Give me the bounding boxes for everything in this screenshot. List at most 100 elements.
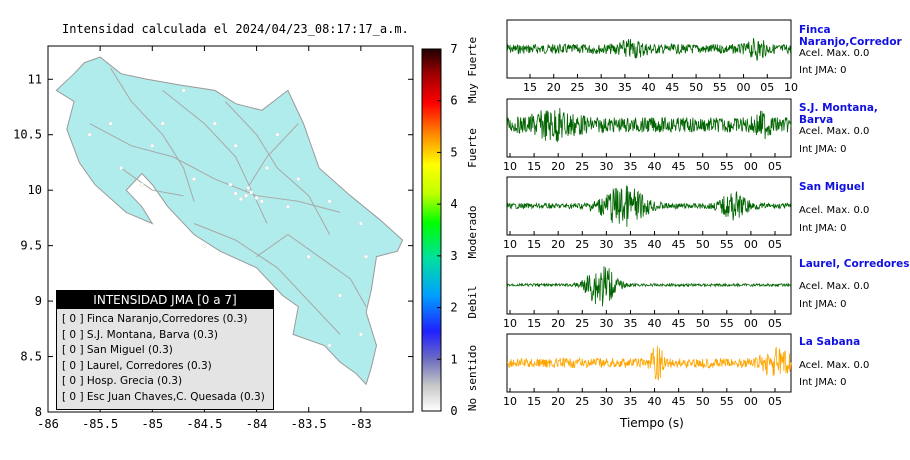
colorbar-tick-label: 3 xyxy=(450,249,457,263)
station-acel: Acel. Max. 0.0 xyxy=(799,205,870,216)
time-tick-label: 30 xyxy=(599,238,613,251)
map-boundary-line xyxy=(256,233,367,307)
lon-tick-label: -83 xyxy=(350,417,372,431)
colorbar-tick-label: 1 xyxy=(450,352,457,366)
station-marker xyxy=(191,177,196,182)
map-boundary-line xyxy=(120,167,184,197)
time-tick-label: 05 xyxy=(768,238,782,251)
station-name: La Sabana xyxy=(799,336,861,348)
seismogram-trace xyxy=(506,107,792,143)
colorbar-bar xyxy=(421,48,442,412)
legend-list: [ 0 ] Finca Naranjo,Corredores (0.3) [ 0… xyxy=(62,312,273,405)
station-marker xyxy=(327,199,332,204)
time-tick-label: 35 xyxy=(618,81,632,94)
time-axis-label: Tiempo (s) xyxy=(620,416,684,430)
time-tick-label: 55 xyxy=(720,395,734,408)
colorbar-label: Muy Fuerte xyxy=(466,37,479,103)
time-tick-label: 45 xyxy=(672,238,686,251)
station-marker xyxy=(285,204,290,209)
time-tick-label: 25 xyxy=(575,160,589,173)
station-marker xyxy=(275,132,280,137)
colorbar-tick-label: 0 xyxy=(450,404,457,418)
time-tick-label: 35 xyxy=(623,238,637,251)
legend-item: [ 0 ] Esc Juan Chaves,C. Quesada (0.3) xyxy=(62,390,265,403)
station-marker xyxy=(160,121,165,126)
station-marker xyxy=(244,193,249,198)
station-marker xyxy=(202,243,207,248)
intensity-legend: INTENSIDAD JMA [0 a 7] [ 0 ] Finca Naran… xyxy=(56,290,274,410)
station-marker xyxy=(296,177,301,182)
seismogram-trace xyxy=(506,185,792,227)
time-tick-label: 30 xyxy=(599,160,613,173)
station-name: Laurel, Corredores xyxy=(799,258,910,270)
time-tick-label: 50 xyxy=(696,317,710,330)
time-tick-label: 50 xyxy=(696,160,710,173)
seismogram-frame xyxy=(506,255,792,315)
map-boundary-line xyxy=(245,123,299,191)
station-name: S.J. Montana, Barva xyxy=(799,102,878,126)
time-tick-label: 30 xyxy=(599,395,613,408)
legend-item: [ 0 ] Laurel, Corredores (0.3) xyxy=(62,359,212,372)
time-tick-label: 45 xyxy=(672,317,686,330)
seismogram-trace xyxy=(506,345,792,381)
station-marker xyxy=(118,165,123,170)
time-tick-label: 05 xyxy=(768,317,782,330)
lon-tick-label: -83.5 xyxy=(291,417,327,431)
station-marker xyxy=(87,132,92,137)
station-marker xyxy=(150,143,155,148)
time-tick-label: 35 xyxy=(623,160,637,173)
time-tick-label: 50 xyxy=(696,238,710,251)
legend-item: [ 0 ] Hosp. Grecia (0.3) xyxy=(62,375,183,387)
station-acel: Acel. Max. 0.0 xyxy=(799,48,870,59)
colorbar-label: Debil xyxy=(466,285,479,318)
station-marker xyxy=(358,332,363,337)
station-marker xyxy=(327,343,332,348)
time-tick-label: 25 xyxy=(575,317,589,330)
time-tick-label: 55 xyxy=(720,160,734,173)
colorbar-tick-label: 5 xyxy=(450,145,457,159)
lon-tick-label: -85 xyxy=(141,417,163,431)
station-marker xyxy=(249,190,254,195)
lat-tick-label: 8.5 xyxy=(20,350,42,364)
station-marker xyxy=(246,185,251,190)
time-tick-label: 35 xyxy=(623,395,637,408)
colorbar-tick-label: 6 xyxy=(450,94,457,108)
time-tick-label: 25 xyxy=(570,81,584,94)
time-tick-label: 55 xyxy=(720,317,734,330)
station-marker xyxy=(306,254,311,259)
legend-item: [ 0 ] S.J. Montana, Barva (0.3) xyxy=(62,328,218,341)
lat-tick-label: 9 xyxy=(35,294,42,308)
time-tick-label: 05 xyxy=(768,160,782,173)
legend-item: [ 0 ] San Miguel (0.3) xyxy=(62,344,173,356)
station-marker xyxy=(238,197,243,202)
map-boundary-line xyxy=(89,123,341,213)
station-marker xyxy=(338,293,343,298)
lat-tick-label: 10.5 xyxy=(13,128,42,142)
map-boundary-line xyxy=(193,223,341,335)
time-tick-label: 15 xyxy=(527,317,541,330)
station-marker xyxy=(233,143,238,148)
map-title: Intensidad calculada el 2024/04/23_08:17… xyxy=(62,22,409,36)
time-tick-label: 45 xyxy=(665,81,679,94)
time-tick-label: 45 xyxy=(672,395,686,408)
time-tick-label: 00 xyxy=(744,317,758,330)
map-boundary-line xyxy=(224,101,331,235)
station-marker xyxy=(259,199,264,204)
time-tick-label: 20 xyxy=(551,395,565,408)
station-marker xyxy=(139,182,144,187)
station-acel: Acel. Max. 0.0 xyxy=(799,281,870,292)
time-tick-label: 00 xyxy=(737,81,751,94)
lat-tick-label: 9.5 xyxy=(20,239,42,253)
time-tick-label: 35 xyxy=(623,317,637,330)
colorbar-label: Moderado xyxy=(466,206,479,259)
time-tick-label: 20 xyxy=(551,160,565,173)
time-tick-label: 15 xyxy=(527,395,541,408)
time-tick-label: 10 xyxy=(503,238,517,251)
station-acel: Acel. Max. 0.0 xyxy=(799,126,870,137)
map-boundary-line xyxy=(110,67,195,202)
seismogram-trace xyxy=(506,266,792,307)
station-int: Int JMA: 0 xyxy=(799,223,847,234)
